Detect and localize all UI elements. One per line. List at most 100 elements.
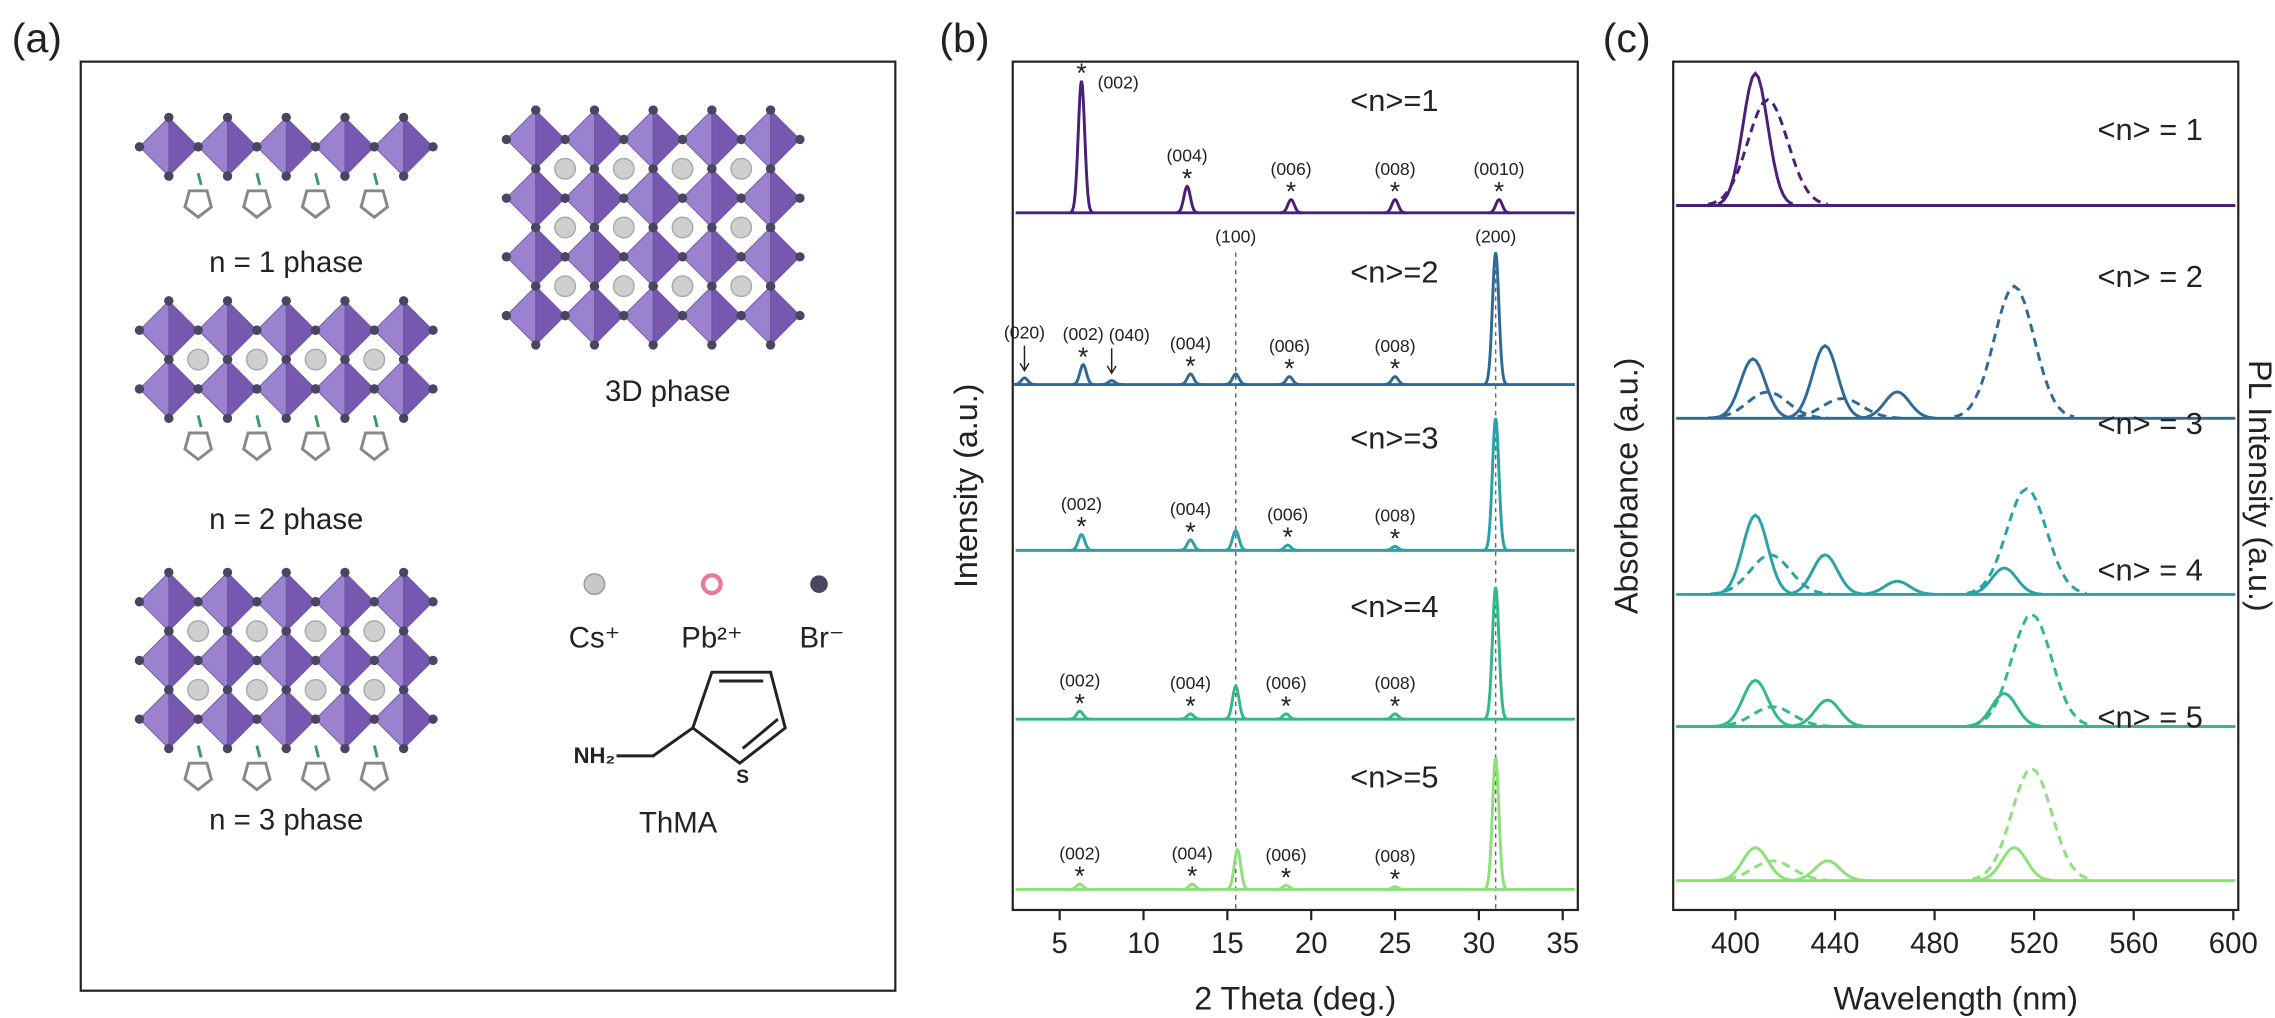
br-atom [369, 597, 379, 607]
br-atom [281, 626, 291, 636]
peak-marker: * [1390, 864, 1400, 894]
octahedron [403, 688, 434, 750]
pl-peak [1971, 612, 2092, 727]
organic-cation [372, 415, 379, 428]
molecule-name: ThMA [639, 807, 718, 840]
peak [1483, 586, 1508, 721]
br-atom [193, 655, 203, 666]
br-atom [340, 567, 350, 578]
octahedron [344, 630, 375, 691]
br-atom [619, 134, 629, 145]
br-atom [222, 567, 233, 578]
x-axis-label: 2 Theta (deg.) [1194, 981, 1396, 1017]
br-atom [560, 193, 570, 203]
br-atom [619, 193, 629, 203]
peak [1383, 197, 1407, 215]
series-label: <n> = 5 [2098, 699, 2203, 734]
br-atom [369, 714, 379, 724]
peak [1175, 184, 1199, 215]
br-atom [765, 164, 776, 174]
peak-label: (002) [1059, 843, 1100, 863]
peak [1276, 543, 1300, 552]
br-atom [281, 743, 291, 754]
pl-peak [1707, 98, 1828, 206]
absorption-peak [1859, 390, 1935, 420]
octahedron [168, 630, 199, 691]
cs-atom [304, 678, 327, 701]
organic-cation [241, 431, 272, 462]
cs-atom [304, 620, 327, 643]
br-atom [134, 597, 145, 607]
br-atom [428, 597, 438, 607]
peak-label: (006) [1271, 159, 1312, 179]
peak [1068, 882, 1092, 891]
br-atom [193, 714, 203, 724]
br-atom [736, 252, 746, 262]
peak-label: (004) [1170, 499, 1211, 519]
organic-cation [255, 745, 262, 758]
cs-atom [187, 620, 210, 643]
peak-label: (006) [1269, 336, 1310, 356]
cs-atom [612, 157, 635, 180]
cs-atom [363, 348, 386, 371]
octahedron [594, 109, 625, 170]
structure-diagram [134, 105, 805, 792]
br-atom [281, 171, 291, 181]
br-atom [222, 171, 233, 181]
octahedron [227, 688, 258, 750]
br-atom [589, 281, 600, 291]
pl-peak [1710, 553, 1831, 596]
series-label: <n>=4 [1350, 589, 1438, 624]
cs-atom [304, 348, 327, 371]
br-atom [310, 325, 321, 335]
peak-marker: * [1075, 688, 1085, 718]
octahedron [344, 299, 375, 361]
br-atom [134, 325, 145, 335]
peak [1071, 362, 1095, 386]
legend-label: Pb²⁺ [681, 622, 742, 655]
octahedron [594, 226, 625, 288]
organic-cation [300, 761, 331, 792]
peak-label: (008) [1374, 846, 1415, 866]
peak [1483, 757, 1508, 891]
br-atom [222, 626, 233, 636]
octahedron [403, 630, 434, 691]
peak-label: (0010) [1474, 159, 1525, 179]
pl-peak [1782, 397, 1903, 420]
octahedron [168, 571, 199, 633]
octahedron [285, 116, 317, 178]
br-atom [619, 310, 629, 321]
peak [1383, 375, 1407, 386]
br-atom [164, 171, 174, 181]
br-atom [398, 296, 409, 306]
br-atom [310, 655, 321, 666]
br-atom [648, 105, 658, 115]
absorption-peak [1717, 70, 1794, 206]
panel-label: (c) [1603, 15, 1651, 61]
peak [1279, 197, 1303, 215]
peak [1180, 882, 1204, 891]
br-atom [340, 413, 350, 423]
br-atom [281, 685, 291, 695]
x-tick-label: 10 [1127, 927, 1160, 960]
pl-peak [1966, 486, 2087, 595]
peak [1224, 683, 1248, 721]
br-atom [398, 743, 409, 754]
cs-atom [245, 678, 268, 701]
br-atom [765, 340, 776, 350]
br-atom [398, 171, 409, 181]
peak-label: (040) [1109, 325, 1150, 345]
peak-marker: * [1075, 861, 1085, 891]
absorption-peak [1717, 846, 1793, 882]
peak [1274, 712, 1298, 721]
peak-label: (004) [1170, 333, 1211, 353]
peak [1274, 883, 1298, 891]
peak-marker: * [1284, 354, 1294, 384]
br-atom [765, 222, 776, 233]
cs-atom [245, 620, 268, 643]
br-atom [193, 142, 203, 152]
organic-cation [255, 415, 262, 428]
series-label: <n>=2 [1350, 255, 1438, 290]
br-atom [398, 354, 409, 365]
